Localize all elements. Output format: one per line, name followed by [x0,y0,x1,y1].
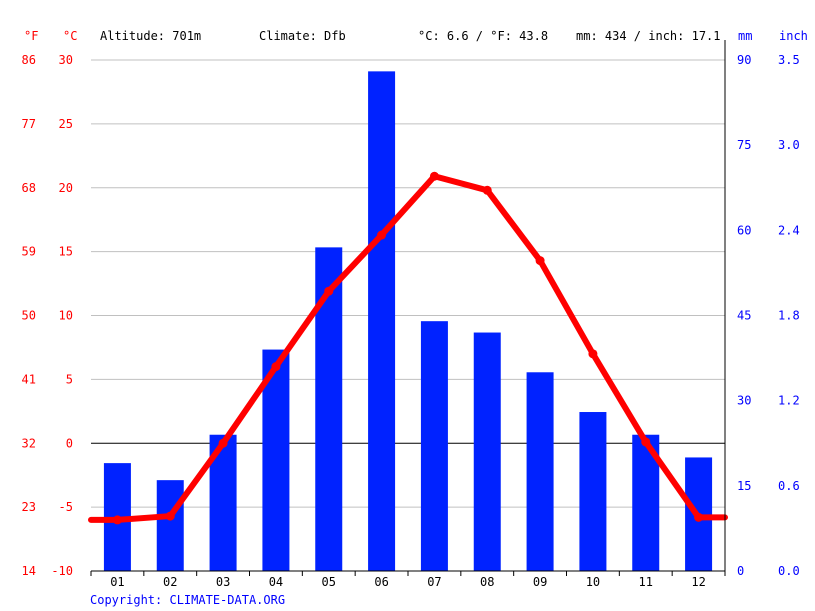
temperature-point [271,362,281,372]
x-tick-label: 05 [322,575,336,589]
temperature-line-layer [88,171,728,525]
tick-label-inch: 3.5 [778,53,800,67]
precipitation-bar [526,372,554,571]
unit-celsius-label: °C [63,29,77,43]
climate-label: Climate: Dfb [259,29,346,43]
tick-label-fahrenheit: 59 [22,245,36,259]
temperature-point [588,349,598,359]
grid-layer [91,59,725,508]
precipitation-total-label: mm: 434 / inch: 17.1 [576,29,721,43]
temperature-point [324,286,334,296]
tick-label-fahrenheit: 68 [22,181,36,195]
tick-label-celsius: -5 [59,500,73,514]
temperature-point [218,438,228,448]
x-tick-label: 09 [533,575,547,589]
tick-label-celsius: 30 [59,53,73,67]
tick-label-mm: 30 [737,394,751,408]
tick-label-inch: 2.4 [778,223,800,237]
tick-label-inch: 0.0 [778,564,800,578]
tick-label-inch: 1.8 [778,309,800,323]
tick-label-mm: 45 [737,309,751,323]
unit-inch-label: inch [779,29,808,43]
tick-label-inch: 0.6 [778,479,800,493]
temperature-point [535,256,545,266]
tick-label-fahrenheit: 77 [22,117,36,131]
tick-label-fahrenheit: 86 [22,53,36,67]
altitude-label: Altitude: 701m [100,29,201,43]
temperature-point [641,437,651,447]
tick-label-celsius: 5 [66,372,73,386]
precipitation-bar [579,412,607,571]
temperature-point [482,185,492,195]
x-tick-label: 03 [216,575,230,589]
x-tick-label: 06 [374,575,388,589]
temperature-point [112,515,122,525]
tick-label-fahrenheit: 41 [22,372,36,386]
unit-fahrenheit-label: °F [24,29,38,43]
tick-label-mm: 90 [737,53,751,67]
x-tick-label: 02 [163,575,177,589]
tick-label-celsius: 0 [66,436,73,450]
tick-label-celsius: 15 [59,245,73,259]
temperature-point [377,230,387,240]
tick-label-celsius: 25 [59,117,73,131]
x-tick-label: 07 [427,575,441,589]
precipitation-bar [262,349,290,571]
precipitation-bar [368,71,396,571]
temperature-point [694,512,704,522]
precipitation-bar [473,332,501,571]
x-tick-label: 08 [480,575,494,589]
x-tick-label: 10 [586,575,600,589]
precipitation-bars [103,71,713,571]
tick-label-inch: 1.2 [778,394,800,408]
temperature-line [88,173,728,523]
tick-label-fahrenheit: 32 [22,436,36,450]
tick-label-mm: 15 [737,479,751,493]
x-tick-label: 04 [269,575,283,589]
tick-label-mm: 60 [737,223,751,237]
tick-label-fahrenheit: 50 [22,309,36,323]
temperature-point [165,511,175,521]
tick-label-celsius: 20 [59,181,73,195]
x-tick-label: 11 [639,575,653,589]
tick-label-inch: 3.0 [778,138,800,152]
unit-mm-label: mm [738,29,752,43]
precipitation-bar [156,480,184,571]
x-tick-label: 12 [691,575,705,589]
x-tick-label: 01 [110,575,124,589]
axis-layer: -10 14 -5 23 0 32 5 41 10 50 15 59 20 68 25 77 30 86 0 0.0 1… [22,40,800,589]
tick-label-fahrenheit: 23 [22,500,36,514]
tick-label-mm: 75 [737,138,751,152]
tick-label-celsius: -10 [51,564,73,578]
tick-label-celsius: 10 [59,309,73,323]
temperature-point [429,171,439,181]
tick-label-fahrenheit: 14 [22,564,36,578]
tick-label-mm: 0 [737,564,744,578]
precipitation-bar [420,321,448,571]
copyright-link[interactable]: Copyright: CLIMATE-DATA.ORG [90,593,285,607]
temperature-average-label: °C: 6.6 / °F: 43.8 [418,29,548,43]
